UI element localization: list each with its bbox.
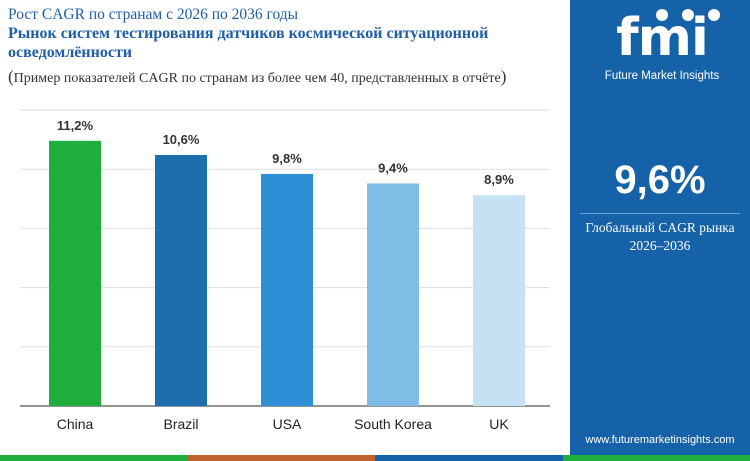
value-labels: 11,2% 10,6% 9,8% 9,4% 8,9% [57,118,514,187]
value-label: 9,4% [378,160,408,175]
category-label: China [57,416,94,432]
global-cagr-label-line1: Глобальный CAGR рынка [585,220,735,235]
category-label: UK [489,416,509,432]
bar-brazil [155,154,207,406]
category-labels: China Brazil USA South Korea UK [57,416,510,432]
subtitle-text: Пример показателей CAGR по странам из бо… [13,71,501,86]
value-label: 9,8% [272,151,302,166]
subtitle-paren-open: ( [8,67,14,86]
chart-title-line1: Рост CAGR по странам с 2026 по 2036 годы [8,6,299,23]
category-label: USA [273,416,302,432]
logo-globe-icons [656,9,720,21]
category-label: South Korea [354,416,432,432]
website-link[interactable]: www.futuremarketinsights.com [585,434,735,446]
strip-segment [187,455,375,461]
chart-title-line3: осведомлённости [8,44,133,61]
summary-sidebar: fmi Future Market Insights 9,6% Глобальн… [570,0,750,455]
chart-header: Рост CAGR по странам с 2026 по 2036 годы… [8,6,568,88]
value-label: 11,2% [57,118,94,133]
divider [580,213,740,214]
logo-caption: Future Market Insights [604,70,720,82]
bar-usa [261,173,313,406]
bottom-color-strip [0,455,750,461]
chart-subtitle: (Пример показателей CAGR по странам из б… [8,68,568,88]
subtitle-paren-close: ) [500,67,507,86]
fmi-logo: fmi Future Market Insights [592,8,732,88]
bar-south-korea [367,183,419,406]
strip-segment [562,455,750,461]
bar-uk [473,195,525,406]
chart-title-line2: Рынок систем тестирования датчиков косми… [8,25,489,42]
strip-segment [0,455,188,461]
bars [49,140,525,406]
bar-china [49,140,101,406]
logo-wordmark: fmi [616,8,709,68]
category-label: Brazil [163,416,198,432]
global-cagr-label: Глобальный CAGR рынка 2026–2036 [570,219,750,255]
bar-chart: 11,2% 10,6% 9,8% 9,4% 8,9% China Brazil USA Sou… [20,109,550,432]
global-cagr-value: 9,6% [614,158,706,202]
strip-segment [375,455,563,461]
chart-panel: Рост CAGR по странам с 2026 по 2036 годы… [8,6,568,432]
value-label: 10,6% [163,132,200,147]
value-label: 8,9% [484,172,514,187]
global-cagr-label-line2: 2026–2036 [629,238,691,253]
